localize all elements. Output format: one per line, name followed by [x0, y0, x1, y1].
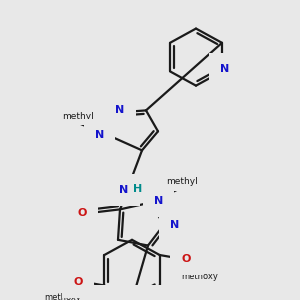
Text: methoxy: methoxy [44, 293, 81, 300]
Text: N: N [95, 130, 104, 140]
Text: O: O [74, 277, 83, 287]
Text: N: N [170, 220, 179, 230]
Text: methyl: methyl [166, 177, 198, 186]
Text: N: N [154, 196, 163, 206]
Text: methoxy: methoxy [181, 272, 218, 281]
Text: N: N [116, 105, 124, 116]
Text: O: O [181, 254, 190, 264]
Text: N: N [220, 64, 230, 74]
Text: N: N [119, 185, 129, 195]
Text: methyl: methyl [62, 112, 94, 121]
Text: H: H [134, 184, 142, 194]
Text: O: O [77, 208, 87, 218]
